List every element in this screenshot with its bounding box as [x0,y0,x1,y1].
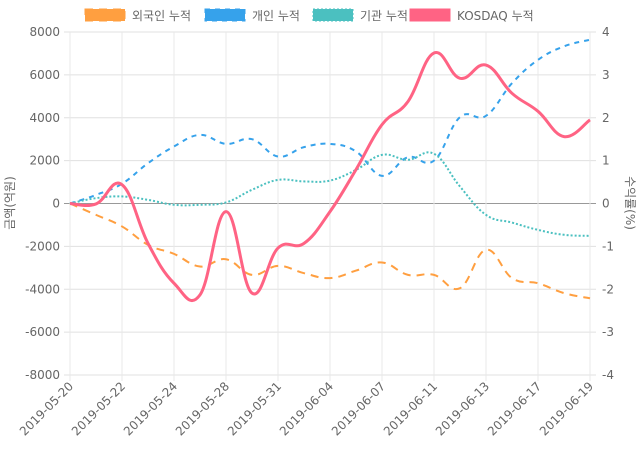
legend-item[interactable]: 개인 누적 [204,8,300,23]
x-tick-label: 2019-05-28 [173,379,232,438]
series-line-0 [69,202,591,300]
series-line-1 [69,38,591,205]
legend-item[interactable]: 기관 누적 [312,8,408,23]
legend-swatch [204,8,246,22]
y-tick-label: 4000 [29,111,60,125]
y-tick-label: -8000 [25,368,60,382]
y2-axis-title: 수익률(%) [623,176,637,230]
y2-tick-label: 3 [602,68,610,82]
x-tick-label: 2019-06-13 [433,379,492,438]
y-tick-label: 2000 [29,154,60,168]
legend-swatch [409,8,451,22]
x-tick-label: 2019-06-19 [537,379,596,438]
legend-swatch [312,8,354,22]
y2-tick-label: -4 [602,368,614,382]
legend-item[interactable]: KOSDAQ 누적 [409,8,534,23]
legend-swatch [84,8,126,22]
y-axis-right: 4 3 2 1 0 -1 -2 -3 -4 [602,25,614,382]
legend-label: KOSDAQ 누적 [457,9,534,23]
y2-tick-label: 2 [602,111,610,125]
x-tick-label: 2019-05-24 [121,379,180,438]
y2-tick-label: -2 [602,282,614,296]
legend-label: 외국인 누적 [132,9,191,23]
grid [64,31,596,381]
y-tick-label: 6000 [29,68,60,82]
x-axis: 2019-05-202019-05-222019-05-242019-05-28… [17,379,596,438]
legend-label: 개인 누적 [252,9,300,23]
legend: 외국인 누적 개인 누적 기관 누적 KOSDAQ 누적 [84,8,534,23]
x-tick-label: 2019-06-11 [381,379,440,438]
legend-label: 기관 누적 [360,9,408,23]
series-line-3 [69,51,591,302]
legend-item[interactable]: 외국인 누적 [84,8,191,23]
y-tick-label: -6000 [25,325,60,339]
y2-tick-label: -3 [602,325,614,339]
y-tick-label: 0 [52,197,60,211]
y-axis-title: 금액(억원) [3,176,17,230]
y2-tick-label: 1 [602,154,610,168]
x-tick-label: 2019-06-07 [329,379,388,438]
x-tick-label: 2019-05-22 [69,379,128,438]
y-tick-label: 8000 [29,25,60,39]
x-tick-label: 2019-06-17 [485,379,544,438]
y-tick-label: -2000 [25,239,60,253]
x-tick-label: 2019-05-31 [225,379,284,438]
y-axis-left: 8000 6000 4000 2000 0 -2000 -4000 -6000 -8000 [25,25,60,382]
y-tick-label: -4000 [25,282,60,296]
series-lines [69,38,591,302]
y2-tick-label: -1 [602,239,614,253]
y2-tick-label: 0 [602,197,610,211]
x-tick-label: 2019-05-20 [17,379,76,438]
x-tick-label: 2019-06-04 [277,379,336,438]
y2-tick-label: 4 [602,25,610,39]
